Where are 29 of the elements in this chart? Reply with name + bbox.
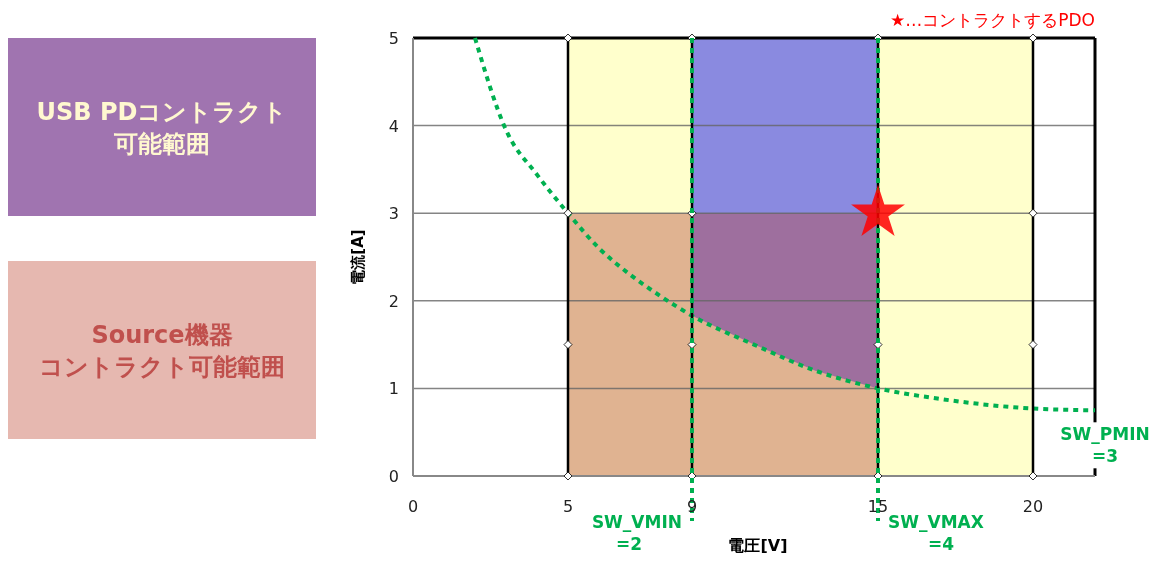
text: SW_VMIN =2	[591, 512, 682, 554]
x-axis-title: 電圧[V]	[728, 536, 788, 555]
y-tick-label: 3	[388, 204, 399, 224]
y-tick-label: 2	[388, 291, 399, 311]
y-axis-title: 電流[A]	[349, 229, 367, 285]
y-tick-label: 0	[388, 467, 399, 486]
point	[563, 471, 573, 481]
point	[1028, 471, 1038, 481]
point	[563, 340, 573, 349]
point	[1028, 33, 1038, 43]
point	[1028, 340, 1038, 349]
x-tick-label: 9	[686, 497, 698, 516]
point	[563, 208, 573, 218]
y-tick-label: 4	[388, 116, 399, 136]
text: SW_VMAX =4	[888, 512, 984, 554]
text: USB PDコントラクト	[36, 98, 288, 126]
point	[563, 33, 573, 43]
text: Source機器	[91, 321, 233, 349]
y-tick-label: 5	[388, 29, 399, 48]
text: コントラクト可能範囲	[39, 353, 285, 381]
text: 可能範囲	[113, 130, 210, 158]
x-tick-label: 5	[562, 497, 574, 516]
x-tick-label: 0	[407, 497, 419, 516]
point	[1028, 208, 1038, 218]
x-tick-label: 20	[1022, 497, 1044, 516]
x-tick-label: 15	[867, 497, 889, 516]
annotation: SW_PMIN =3	[1060, 424, 1150, 467]
y-tick-label: 1	[388, 379, 399, 399]
text: ★…コントラクトするPDO	[890, 10, 1095, 30]
